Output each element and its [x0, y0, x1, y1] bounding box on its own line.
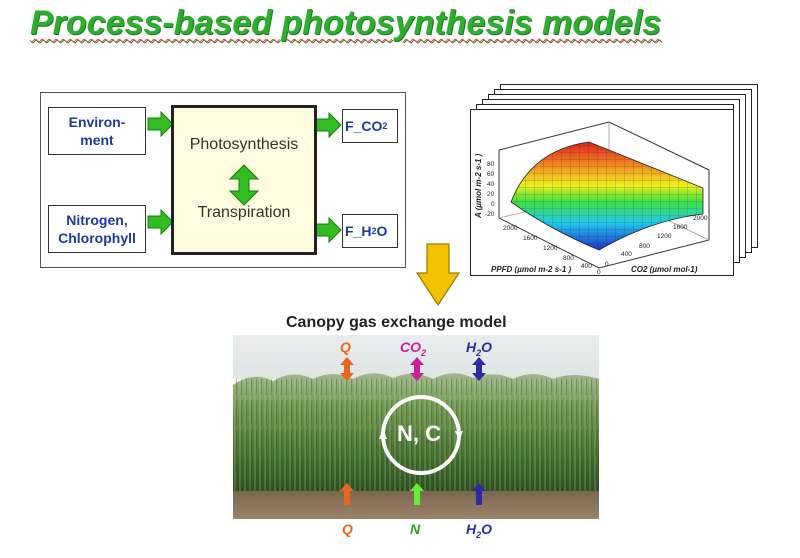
nc-cycle-label: N, C: [397, 421, 441, 446]
ppfd-axis-label: PPFD (µmol m-2 s-1 ): [491, 265, 572, 274]
canopy-model-title: Canopy gas exchange model: [286, 314, 507, 331]
down-arrow-icon: [416, 243, 460, 307]
co2-top-arrow: [410, 357, 424, 381]
arrow-nitrogen-to-core: [147, 208, 174, 236]
y-tick: 0: [491, 201, 495, 208]
canopy-field-image: N, C: [233, 335, 599, 519]
arrow-core-to-fco2: [315, 111, 342, 139]
process-arrows: [147, 110, 342, 244]
page-title: Process-based photosynthesis models: [30, 4, 662, 42]
surface-plot-svg: 80 60 40 20 0 -20 2000 1600 1200 800 400…: [474, 121, 710, 276]
cycle-arrow-right: [455, 431, 463, 441]
process-diagram: Environ- ment Nitrogen, Chlorophyll Phot…: [40, 92, 406, 268]
h2o-top-arrow: [472, 357, 486, 381]
y-tick: 20: [487, 191, 495, 198]
ppfd-tick: 800: [563, 255, 574, 262]
input-environment: Environ- ment: [48, 107, 146, 155]
y-tick: 60: [487, 171, 495, 178]
ppfd-tick: 1600: [523, 235, 538, 242]
co2-tick: 400: [621, 251, 632, 258]
h2o-bottom-arrow: [472, 483, 486, 505]
label-q-top: Q: [340, 339, 351, 355]
ppfd-tick: 400: [581, 263, 592, 270]
label-h2o-bottom: H2O: [466, 521, 493, 540]
co2-tick: 800: [639, 243, 650, 250]
q-bottom-arrow: [340, 483, 354, 505]
ppfd-tick: 1200: [543, 245, 558, 252]
photosynthesis-block: Photosynthesis Transpiration: [171, 105, 317, 255]
label-h2o-top: H2O: [466, 339, 493, 358]
label-q-bottom: Q: [342, 521, 353, 537]
output-fh2o: F_H 2 O: [342, 214, 398, 248]
y-axis-label: A (µmol m-2 s-1 ): [474, 153, 483, 219]
co2-tick: 2000: [693, 215, 708, 222]
double-arrow-icon: [228, 164, 260, 206]
flux-arrows: [340, 357, 486, 505]
y-tick: 80: [487, 161, 495, 168]
input-nitrogen-chlorophyll: Nitrogen, Chlorophyll: [48, 205, 146, 253]
surface-plot-front: 80 60 40 20 0 -20 2000 1600 1200 800 400…: [470, 109, 734, 276]
label-co2-top: CO2: [400, 339, 427, 358]
output-fco2: F_CO 2: [342, 109, 398, 143]
photosynthesis-label: Photosynthesis: [189, 136, 299, 153]
q-top-arrow: [340, 357, 354, 381]
transpiration-label: Transpiration: [197, 204, 291, 221]
co2-tick: 1600: [673, 224, 688, 231]
cycle-arrow-left: [379, 429, 387, 439]
co2-axis-label: CO2 (µmol mol-1): [631, 265, 698, 274]
label-n-bottom: N: [410, 521, 421, 537]
arrow-core-to-fh2o: [315, 216, 342, 244]
n-bottom-arrow: [410, 483, 424, 505]
ppfd-tick: 2000: [503, 225, 518, 232]
surface-plot-stack: 80 60 40 20 0 -20 2000 1600 1200 800 400…: [470, 84, 760, 276]
y-tick: 40: [487, 181, 495, 188]
arrow-env-to-core: [147, 110, 174, 138]
ppfd-tick: 0: [597, 269, 601, 275]
co2-tick: 1200: [657, 233, 672, 240]
y-tick: -20: [485, 211, 495, 218]
co2-tick: 0: [605, 261, 609, 268]
